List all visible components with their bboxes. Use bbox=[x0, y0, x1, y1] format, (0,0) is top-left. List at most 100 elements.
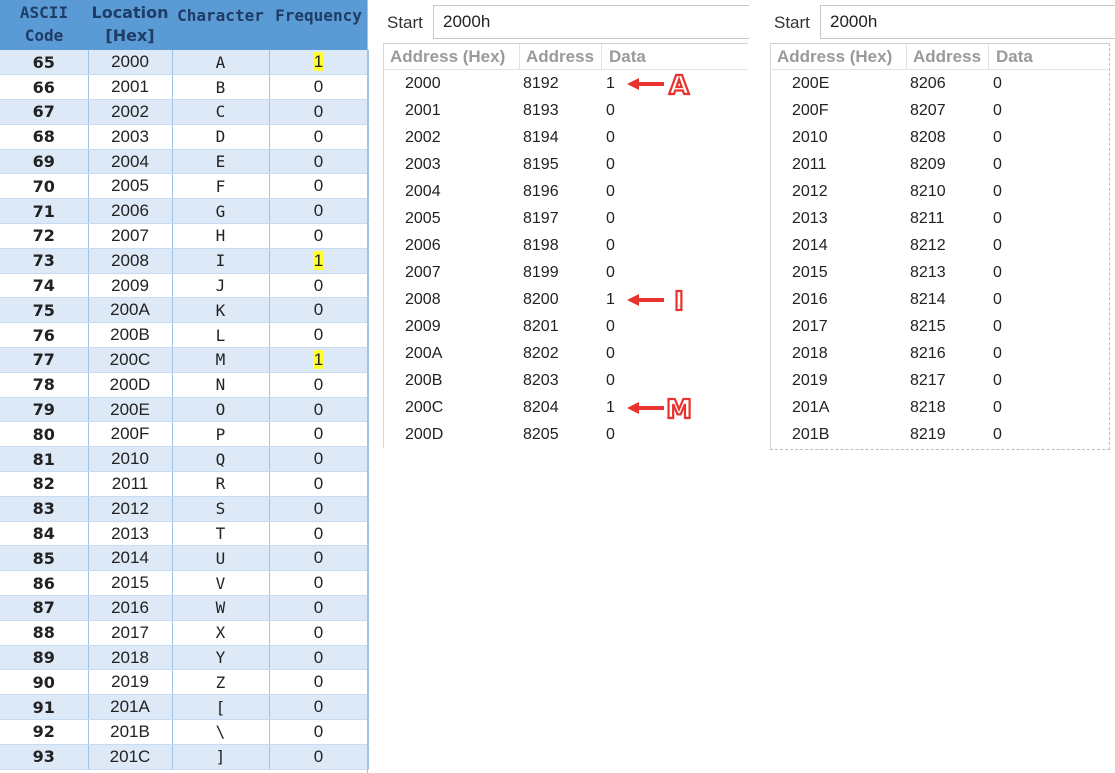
start-address-input[interactable] bbox=[433, 5, 749, 39]
column-separator[interactable] bbox=[988, 44, 989, 70]
data-cell[interactable]: 0 bbox=[606, 318, 615, 335]
table-row: 75 200A K 0 bbox=[0, 297, 369, 324]
start-address-input[interactable] bbox=[820, 5, 1115, 39]
frequency-cell-value: 0 bbox=[313, 597, 324, 617]
location-cell: 2011 bbox=[88, 471, 173, 497]
character-cell-value: B bbox=[215, 77, 226, 97]
memory-row[interactable]: 2004 8196 0 bbox=[384, 178, 748, 205]
data-cell[interactable]: 0 bbox=[993, 210, 1002, 227]
memory-row[interactable]: 2008 8200 1 bbox=[384, 286, 748, 313]
character-cell-value: T bbox=[215, 524, 226, 544]
column-data[interactable]: Data bbox=[609, 47, 646, 66]
data-cell[interactable]: 1 bbox=[606, 399, 615, 416]
data-cell[interactable]: 0 bbox=[606, 129, 615, 146]
data-cell[interactable]: 0 bbox=[606, 210, 615, 227]
memory-row[interactable]: 200F 8207 0 bbox=[771, 97, 1109, 124]
memory-row[interactable]: 200D 8205 0 bbox=[384, 421, 748, 448]
column-address[interactable]: Address bbox=[526, 47, 595, 66]
memory-row[interactable]: 2011 8209 0 bbox=[771, 151, 1109, 178]
data-cell[interactable]: 0 bbox=[606, 345, 615, 362]
data-cell[interactable]: 0 bbox=[993, 156, 1002, 173]
memory-row[interactable]: 2012 8210 0 bbox=[771, 178, 1109, 205]
memory-row[interactable]: 2002 8194 0 bbox=[384, 124, 748, 151]
memory-row[interactable]: 2019 8217 0 bbox=[771, 367, 1109, 394]
memory-row[interactable]: 2016 8214 0 bbox=[771, 286, 1109, 313]
memory-row[interactable]: 2005 8197 0 bbox=[384, 205, 748, 232]
memory-row[interactable]: 2014 8212 0 bbox=[771, 232, 1109, 259]
data-cell[interactable]: 0 bbox=[606, 237, 615, 254]
data-cell[interactable]: 0 bbox=[993, 75, 1002, 92]
table-row: 82 2011 R 0 bbox=[0, 471, 369, 497]
data-cell[interactable]: 1 bbox=[606, 75, 615, 92]
data-cell[interactable]: 0 bbox=[993, 345, 1002, 362]
ascii-frequency-table: ASCII Code Location [Hex] Character Freq… bbox=[0, 0, 369, 770]
data-cell[interactable]: 0 bbox=[606, 183, 615, 200]
character-cell: D bbox=[172, 124, 270, 150]
ascii-code-cell-value: 93 bbox=[32, 747, 55, 767]
data-cell[interactable]: 0 bbox=[606, 102, 615, 119]
memory-row[interactable]: 200E 8206 0 bbox=[771, 70, 1109, 97]
ascii-code-cell: 87 bbox=[0, 595, 89, 621]
table-row: 89 2018 Y 0 bbox=[0, 645, 369, 671]
memory-row[interactable]: 201B 8219 0 bbox=[771, 421, 1109, 448]
location-cell-value: 2019 bbox=[111, 672, 149, 692]
address-hex-cell: 200D bbox=[405, 426, 444, 443]
data-cell[interactable]: 0 bbox=[993, 237, 1002, 254]
memory-row[interactable]: 201A 8218 0 bbox=[771, 394, 1109, 421]
memory-row[interactable]: 2003 8195 0 bbox=[384, 151, 748, 178]
table-row: 65 2000 A 1 bbox=[0, 50, 369, 76]
ascii-code-cell-value: 90 bbox=[32, 672, 55, 692]
data-cell[interactable]: 0 bbox=[993, 426, 1002, 443]
column-data[interactable]: Data bbox=[996, 47, 1033, 66]
location-cell-value: 200F bbox=[110, 424, 150, 444]
column-address-hex[interactable]: Address (Hex) bbox=[777, 47, 893, 66]
ascii-code-cell: 70 bbox=[0, 173, 89, 200]
data-cell[interactable]: 0 bbox=[993, 291, 1002, 308]
memory-row[interactable]: 2015 8213 0 bbox=[771, 259, 1109, 286]
data-cell[interactable]: 0 bbox=[993, 102, 1002, 119]
memory-row[interactable]: 2007 8199 0 bbox=[384, 259, 748, 286]
data-cell[interactable]: 0 bbox=[606, 372, 615, 389]
header-ascii-code: ASCII Code bbox=[0, 0, 88, 50]
memory-row[interactable]: 2018 8216 0 bbox=[771, 340, 1109, 367]
data-cell[interactable]: 0 bbox=[606, 426, 615, 443]
data-cell[interactable]: 0 bbox=[606, 156, 615, 173]
data-cell[interactable]: 0 bbox=[993, 399, 1002, 416]
column-separator[interactable] bbox=[601, 44, 602, 70]
memory-row[interactable]: 2017 8215 0 bbox=[771, 313, 1109, 340]
memory-row[interactable]: 200B 8203 0 bbox=[384, 367, 748, 394]
table-row: 79 200E O 0 bbox=[0, 397, 369, 423]
header-character-label: Character bbox=[177, 6, 264, 25]
frequency-cell-value: 0 bbox=[313, 622, 324, 642]
memory-row[interactable]: 200C 8204 1 bbox=[384, 394, 748, 421]
data-cell[interactable]: 0 bbox=[993, 183, 1002, 200]
data-cell[interactable]: 0 bbox=[993, 264, 1002, 281]
data-cell[interactable]: 0 bbox=[993, 318, 1002, 335]
memory-row[interactable]: 2009 8201 0 bbox=[384, 313, 748, 340]
character-cell: \ bbox=[172, 719, 270, 745]
table-row: 72 2007 H 0 bbox=[0, 223, 369, 249]
address-hex-cell: 2004 bbox=[405, 183, 441, 200]
data-cell[interactable]: 1 bbox=[606, 291, 615, 308]
memory-row[interactable]: 2001 8193 0 bbox=[384, 97, 748, 124]
frequency-cell: 1 bbox=[269, 50, 369, 76]
data-cell[interactable]: 0 bbox=[606, 264, 615, 281]
memory-row[interactable]: 2010 8208 0 bbox=[771, 124, 1109, 151]
data-cell[interactable]: 0 bbox=[993, 129, 1002, 146]
column-separator[interactable] bbox=[519, 44, 520, 70]
column-address-hex[interactable]: Address (Hex) bbox=[390, 47, 506, 66]
address-cell: 8196 bbox=[523, 183, 559, 200]
ascii-code-cell-value: 77 bbox=[32, 350, 55, 370]
column-address[interactable]: Address bbox=[913, 47, 982, 66]
frequency-cell-value: 0 bbox=[313, 126, 324, 146]
memory-row[interactable]: 2000 8192 1 bbox=[384, 70, 748, 97]
memory-row[interactable]: 2006 8198 0 bbox=[384, 232, 748, 259]
frequency-cell: 0 bbox=[269, 496, 369, 522]
column-separator[interactable] bbox=[906, 44, 907, 70]
ascii-code-cell-value: 80 bbox=[32, 424, 55, 444]
data-cell[interactable]: 0 bbox=[993, 372, 1002, 389]
memory-row[interactable]: 2013 8211 0 bbox=[771, 205, 1109, 232]
ascii-code-cell-value: 85 bbox=[32, 548, 55, 568]
memory-row[interactable]: 200A 8202 0 bbox=[384, 340, 748, 367]
ascii-code-cell: 69 bbox=[0, 149, 89, 175]
